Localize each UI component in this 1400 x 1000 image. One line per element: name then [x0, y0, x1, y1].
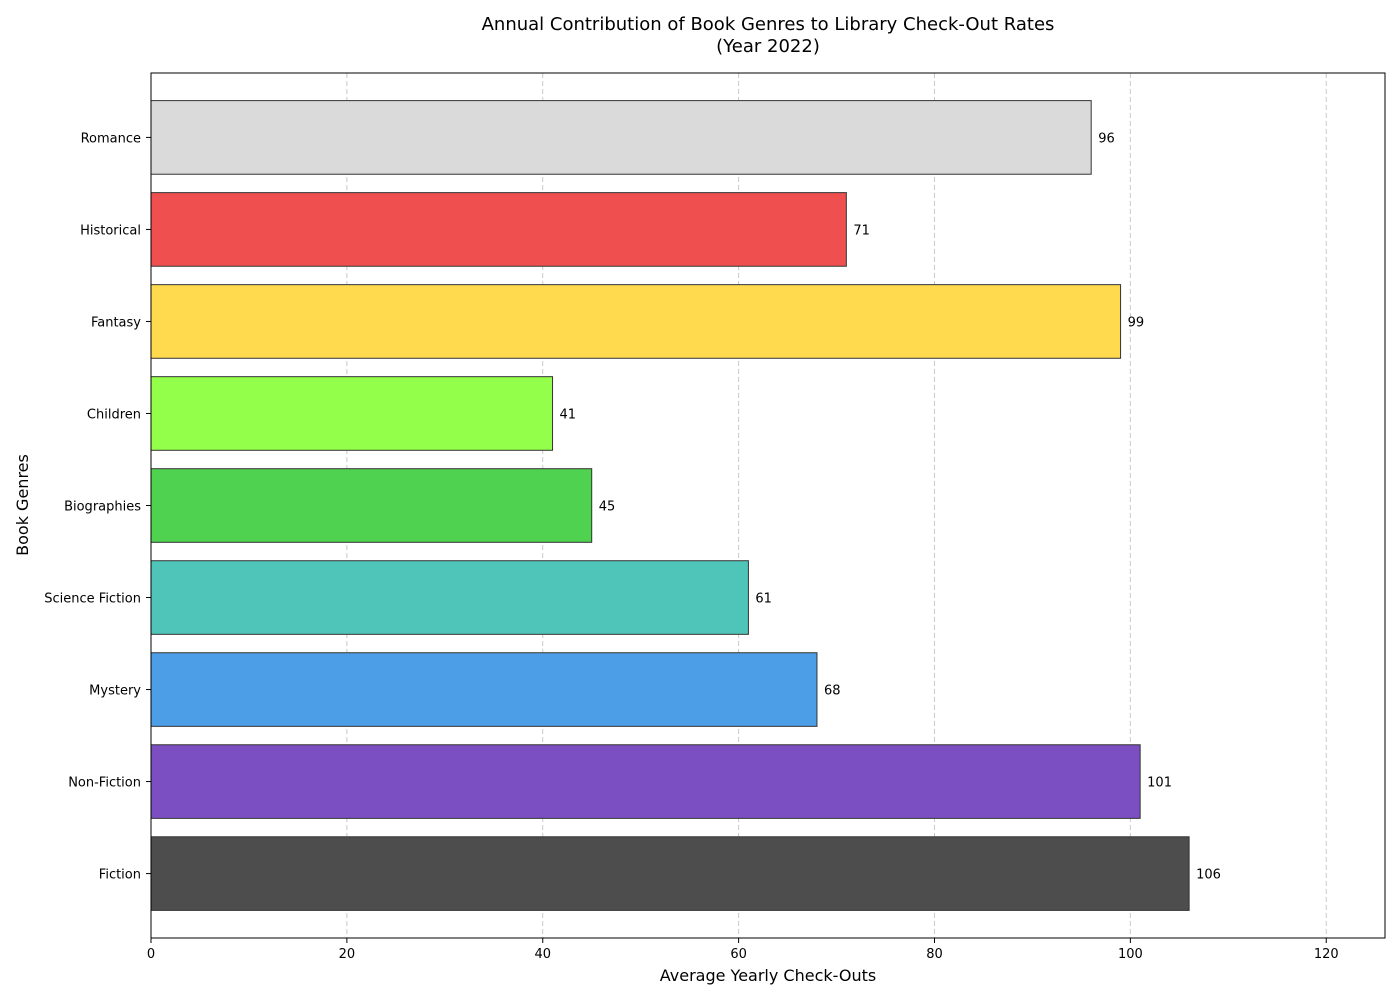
x-axis-label: Average Yearly Check-Outs [660, 966, 876, 985]
bar-mystery [150, 652, 818, 727]
x-tick-label: 0 [147, 947, 155, 962]
data-label-fantasy: 99 [1128, 315, 1145, 330]
bar-children [150, 376, 554, 451]
y-tick-label-non-fiction: Non-Fiction [68, 776, 141, 791]
bar-biographies [150, 468, 593, 543]
bar-science-fiction [150, 560, 749, 635]
bar-non-fiction [150, 744, 1141, 819]
data-label-biographies: 45 [599, 500, 616, 515]
bar-romance [150, 100, 1092, 175]
y-tick-label-biographies: Biographies [64, 500, 141, 515]
x-tick-label: 120 [1314, 947, 1339, 962]
y-tick-label-historical: Historical [80, 223, 141, 238]
data-label-historical: 71 [853, 223, 870, 238]
y-tick-label-mystery: Mystery [89, 684, 141, 699]
data-label-fiction: 106 [1196, 868, 1221, 883]
data-label-children: 41 [560, 407, 577, 422]
data-label-mystery: 68 [824, 684, 841, 699]
bar-fantasy [150, 284, 1122, 359]
bars-group [150, 100, 1190, 911]
data-label-science-fiction: 61 [755, 592, 772, 607]
x-tick-label: 20 [339, 947, 356, 962]
x-axis-ticks: 0 20 40 60 80 100 120 [147, 938, 1339, 962]
x-tick-label: 60 [730, 947, 747, 962]
data-label-non-fiction: 101 [1147, 776, 1172, 791]
x-tick-label: 100 [1118, 947, 1143, 962]
y-tick-label-children: Children [87, 407, 141, 422]
y-tick-label-fantasy: Fantasy [91, 315, 141, 330]
y-tick-label-science-fiction: Science Fiction [44, 592, 141, 607]
y-axis-ticks: Fiction Non-Fiction Mystery Science Fiction… [44, 131, 151, 883]
y-axis-label: Book Genres [13, 454, 32, 556]
data-label-romance: 96 [1098, 131, 1115, 146]
y-tick-label-fiction: Fiction [99, 868, 141, 883]
x-tick-label: 40 [534, 947, 551, 962]
plot-frame [150, 72, 1386, 939]
data-labels-group: 106 101 68 61 45 41 99 71 96 [560, 131, 1221, 882]
x-tick-label: 80 [926, 947, 943, 962]
chart-title: Annual Contribution of Book Genres to Li… [482, 14, 1055, 35]
bar-historical [150, 192, 847, 267]
bar-fiction [150, 836, 1190, 911]
chart-subtitle: (Year 2022) [716, 36, 820, 57]
y-tick-label-romance: Romance [81, 131, 141, 146]
